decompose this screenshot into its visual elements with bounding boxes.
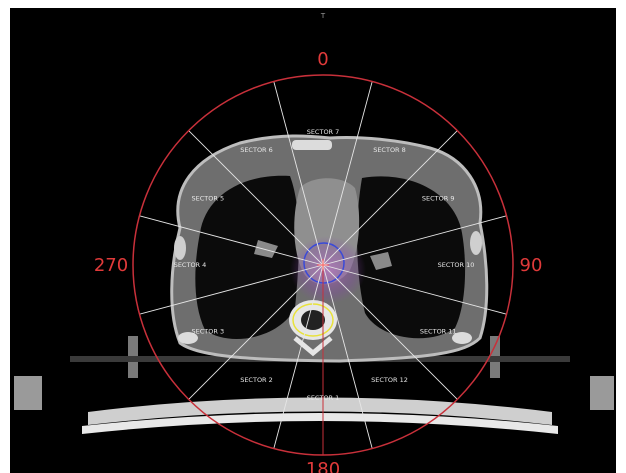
sector-label-6: SECTOR 6: [240, 146, 273, 154]
sector-label-4: SECTOR 4: [174, 261, 207, 269]
target-contour: [303, 242, 345, 284]
sector-boundary-line: [273, 81, 324, 266]
sector-label-11: SECTOR 11: [420, 328, 457, 336]
sector-label-8: SECTOR 8: [373, 146, 406, 154]
crosshair-icon: [317, 259, 329, 271]
sector-boundary-line: [139, 264, 324, 315]
sector-label-2: SECTOR 2: [240, 376, 273, 384]
sector-boundary-line: [322, 264, 373, 449]
sector-label-1: SECTOR 1: [307, 394, 340, 402]
angle-label-90: 90: [520, 255, 543, 276]
sector-boundary-line: [322, 264, 507, 315]
orientation-marker: T: [320, 12, 326, 20]
sector-label-3: SECTOR 3: [192, 328, 225, 336]
sector-label-12: SECTOR 12: [371, 376, 408, 384]
sector-boundary-line: [322, 215, 507, 266]
sector-label-5: SECTOR 5: [192, 195, 225, 203]
sector-label-9: SECTOR 9: [422, 195, 455, 203]
angle-label-270: 270: [94, 255, 128, 276]
sector-boundary-line: [188, 130, 324, 266]
sector-boundary-line: [322, 130, 458, 266]
ct-scene: T: [14, 12, 614, 473]
ct-viewport[interactable]: T: [10, 8, 616, 473]
sector-lines: [139, 81, 507, 449]
sector-boundary-line: [322, 81, 373, 266]
sector-boundary-line: [188, 264, 324, 400]
angle-label-180: 180: [306, 459, 340, 473]
angle-label-0: 0: [317, 49, 328, 70]
sector-boundary-line: [273, 264, 324, 449]
sector-label-10: SECTOR 10: [438, 261, 475, 269]
sector-boundary-line: [139, 215, 324, 266]
sector-boundary-line: [322, 264, 458, 400]
sector-label-7: SECTOR 7: [307, 128, 340, 136]
